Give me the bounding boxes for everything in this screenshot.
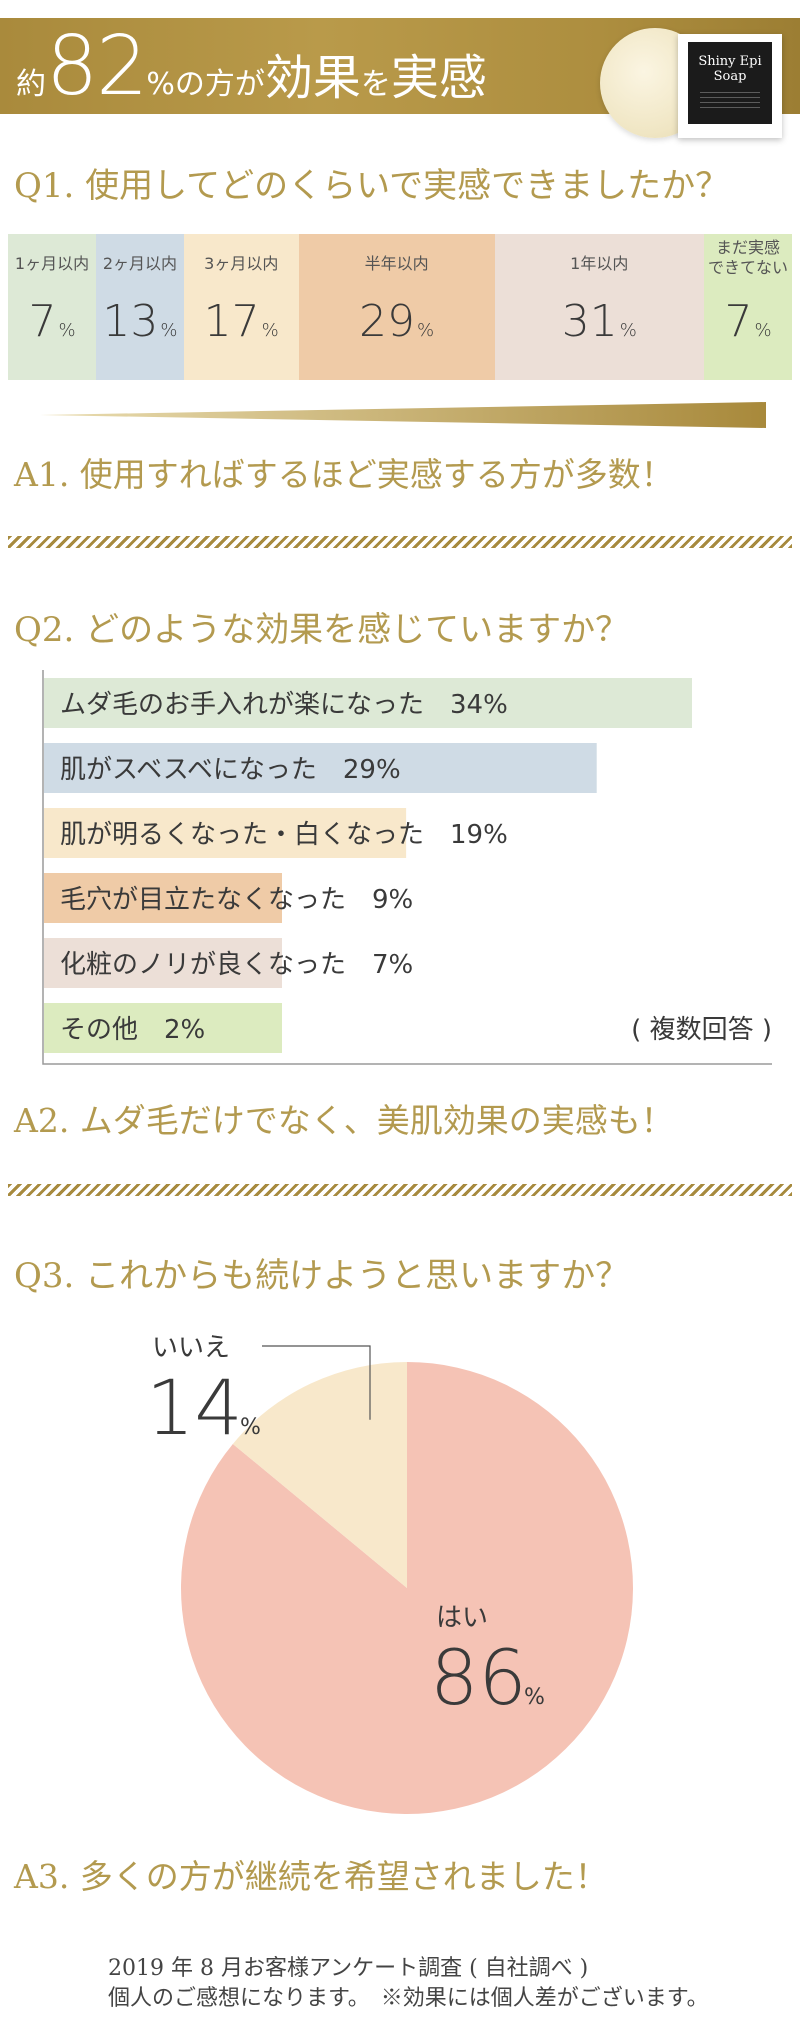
q2-answer: A2. ムダ毛だけでなく、美肌効果の実感も！ — [14, 1101, 674, 1140]
q2-bar — [44, 938, 282, 988]
header-middle: %の方が — [146, 67, 265, 102]
q1-cell-value: 7% — [724, 296, 772, 347]
header-emph-effect: 効果 — [264, 50, 361, 106]
q1-cell-value: 7% — [28, 296, 76, 347]
q3-no-label-value: 14 — [146, 1363, 243, 1452]
q3-yes-label-value: 86 — [430, 1633, 527, 1722]
q2-bar-label: その他 2% — [60, 1015, 205, 1045]
q3-no-label-unit: % — [240, 1415, 261, 1440]
q2-bar — [44, 808, 407, 858]
header-headline: 約82%の方が効果を実感 — [16, 26, 487, 108]
soap-package-image: Shiny Epi Soap — [678, 34, 782, 138]
q1-cell-value: 17% — [203, 296, 279, 347]
q3-no-leader-line — [262, 1345, 371, 1420]
q1-cell: 2ヶ月以内 13% — [96, 234, 184, 380]
header-emph-feel: 実感 — [390, 50, 487, 106]
q1-cell-label: 半年以内 — [364, 254, 429, 273]
header-number: 82 — [46, 19, 148, 114]
striped-divider-1 — [8, 536, 792, 548]
product-name-line2: Soap — [713, 69, 747, 84]
q2-question: Q2. どのような効果を感じていますか？ — [14, 610, 630, 650]
q3-answer: A3. 多くの方が継続を希望されました！ — [14, 1857, 608, 1896]
gold-wedge-divider — [40, 402, 766, 428]
q2-bar-label: 毛穴が目立たなくなった 9% — [60, 885, 413, 915]
q3-pie-slice — [232, 1362, 407, 1588]
q1-cell: 3ヶ月以内 17% — [183, 234, 299, 380]
soap-package-label: Shiny Epi Soap — [688, 42, 772, 124]
q2-bar-label: 化粧のノリが良くなった 7% — [60, 950, 413, 980]
q1-cell: まだ実感 できてない 7% — [704, 234, 792, 380]
q3-question: Q3. これからも続けようと思いますか？ — [14, 1256, 630, 1296]
q1-cell: 1年以内 31% — [494, 234, 704, 380]
q1-cell: 半年以内 29% — [298, 234, 495, 380]
q1-cell-label: 1ヶ月以内 — [14, 254, 90, 273]
q1-cell-value: 13% — [102, 296, 178, 347]
package-fine-print-decoration — [700, 92, 760, 112]
striped-divider-2 — [8, 1184, 792, 1196]
q2-bar-label: 肌がスベスベになった 29% — [60, 755, 401, 785]
header-banner: 約82%の方が効果を実感 Shiny Epi Soap — [0, 18, 800, 138]
q2-axis — [42, 670, 772, 1065]
q2-bar — [44, 1003, 282, 1053]
q2-bar — [44, 743, 597, 793]
q1-cell-label: 3ヶ月以内 — [204, 254, 279, 273]
survey-source-note: 2019 年 8 月お客様アンケート調査 ( 自社調べ ) — [108, 1956, 589, 1981]
q1-cell: 1ヶ月以内 7% — [8, 234, 96, 380]
q2-bar-label: ムダ毛のお手入れが楽になった 34% — [60, 690, 508, 720]
q1-cell-value: 29% — [359, 296, 435, 347]
header-particle: を — [360, 67, 391, 102]
q2-bar — [44, 873, 282, 923]
q2-effects-bar-chart: ムダ毛のお手入れが楽になった 34% 肌がスベスベになった 29% 肌が明るくなった… — [42, 670, 772, 1065]
q3-yes-label-unit: % — [524, 1685, 545, 1710]
product-name-line1: Shiny Epi — [698, 54, 762, 69]
q1-cell-label: まだ実感 できてない — [707, 238, 788, 277]
q2-multiple-answers-note: ( 複数回答 ) — [631, 1015, 772, 1045]
q3-yes-label-category: はい — [436, 1603, 488, 1633]
q3-no-label-category: いいえ — [152, 1333, 230, 1363]
q1-cell-label: 1年以内 — [570, 254, 629, 273]
q2-bar — [44, 678, 692, 728]
q1-cell-label: 2ヶ月以内 — [102, 254, 177, 273]
q1-answer: A1. 使用すればするほど実感する方が多数！ — [14, 455, 674, 494]
q2-bar-label: 肌が明るくなった・白くなった 19% — [60, 820, 508, 850]
q1-cell-value: 31% — [561, 296, 637, 347]
q1-question: Q1. 使用してどのくらいで実感できましたか？ — [14, 166, 730, 206]
header-prefix: 約 — [16, 67, 46, 102]
disclaimer-note: 個人のご感想になります。 ※効果には個人差がございます。 — [108, 1986, 709, 2011]
